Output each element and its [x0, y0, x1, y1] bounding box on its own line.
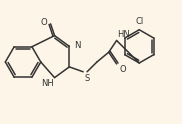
Text: Cl: Cl — [135, 17, 143, 26]
Text: HN: HN — [118, 30, 130, 39]
Text: NH: NH — [41, 79, 54, 88]
Text: O: O — [120, 65, 126, 74]
Text: N: N — [74, 41, 81, 50]
Text: S: S — [84, 74, 89, 83]
Text: O: O — [41, 18, 48, 27]
